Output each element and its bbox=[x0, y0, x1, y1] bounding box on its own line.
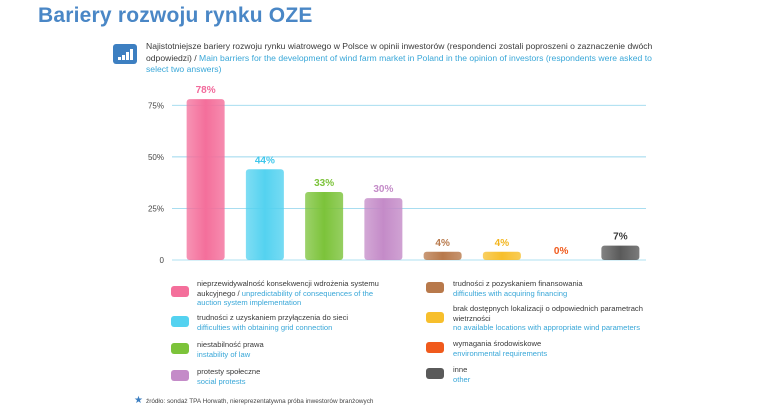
data-label-6: 4% bbox=[495, 238, 510, 249]
data-label-8: 7% bbox=[613, 232, 628, 243]
legend-swatch-5 bbox=[426, 282, 444, 293]
legend-item-5: trudności z pozyskaniem finansowania dif… bbox=[453, 279, 583, 298]
legend-item-6: brak dostępnych lokalizacji o odpowiedni… bbox=[453, 304, 643, 333]
bar-6 bbox=[482, 251, 521, 260]
legend-swatch-1 bbox=[171, 286, 189, 297]
subtitle-polish: Najistotniejsze bariery rozwoju rynku wi… bbox=[146, 41, 653, 63]
legend-item-4: protesty społeczne social protests bbox=[197, 367, 261, 386]
y-tick-label: 75% bbox=[148, 101, 164, 110]
legend-item-1: nieprzewidywalność konsekwencji wdrożeni… bbox=[197, 279, 379, 308]
y-tick-label: 0 bbox=[160, 256, 165, 265]
bar-chart-icon bbox=[113, 44, 137, 64]
legend-swatch-3 bbox=[171, 343, 189, 354]
y-tick-label: 25% bbox=[148, 204, 164, 213]
legend-item-8: inne other bbox=[453, 365, 471, 384]
data-label-5: 4% bbox=[435, 238, 450, 249]
legend-item-2: trudności z uzyskaniem przyłączenia do s… bbox=[197, 313, 349, 332]
legend-item-3: niestabilność prawa instability of law bbox=[197, 340, 264, 359]
legend-swatch-4 bbox=[171, 370, 189, 381]
data-label-4: 30% bbox=[373, 184, 393, 195]
legend-swatch-2 bbox=[171, 316, 189, 327]
y-tick-label: 50% bbox=[148, 153, 164, 162]
data-label-7: 0% bbox=[554, 246, 569, 257]
source-note: źródło: sondaż TPA Horwath, niereprezent… bbox=[146, 398, 374, 405]
bar-8 bbox=[601, 245, 640, 260]
data-label-2: 44% bbox=[255, 155, 275, 166]
legend-swatch-8 bbox=[426, 368, 444, 379]
bar-1 bbox=[186, 99, 225, 260]
bar-3 bbox=[305, 191, 344, 260]
data-label-1: 78% bbox=[196, 85, 216, 96]
legend-swatch-7 bbox=[426, 342, 444, 353]
chart-subtitle: Najistotniejsze bariery rozwoju rynku wi… bbox=[146, 41, 666, 76]
star-icon: ★ bbox=[134, 395, 143, 406]
page-title: Bariery rozwoju rynku OZE bbox=[38, 4, 313, 27]
legend-item-7: wymagania środowiskowe environmental req… bbox=[453, 339, 548, 358]
subtitle-english: Main barriers for the development of win… bbox=[146, 52, 652, 75]
legend-swatch-6 bbox=[426, 312, 444, 323]
bar-2 bbox=[245, 169, 284, 260]
bar-4 bbox=[364, 198, 403, 260]
bar-chart: 0 25% 50% 75% 78% 44% 33% 30% 4% 4% 0% 7% bbox=[148, 85, 646, 265]
bar-5 bbox=[423, 251, 462, 260]
data-label-3: 33% bbox=[314, 178, 334, 189]
